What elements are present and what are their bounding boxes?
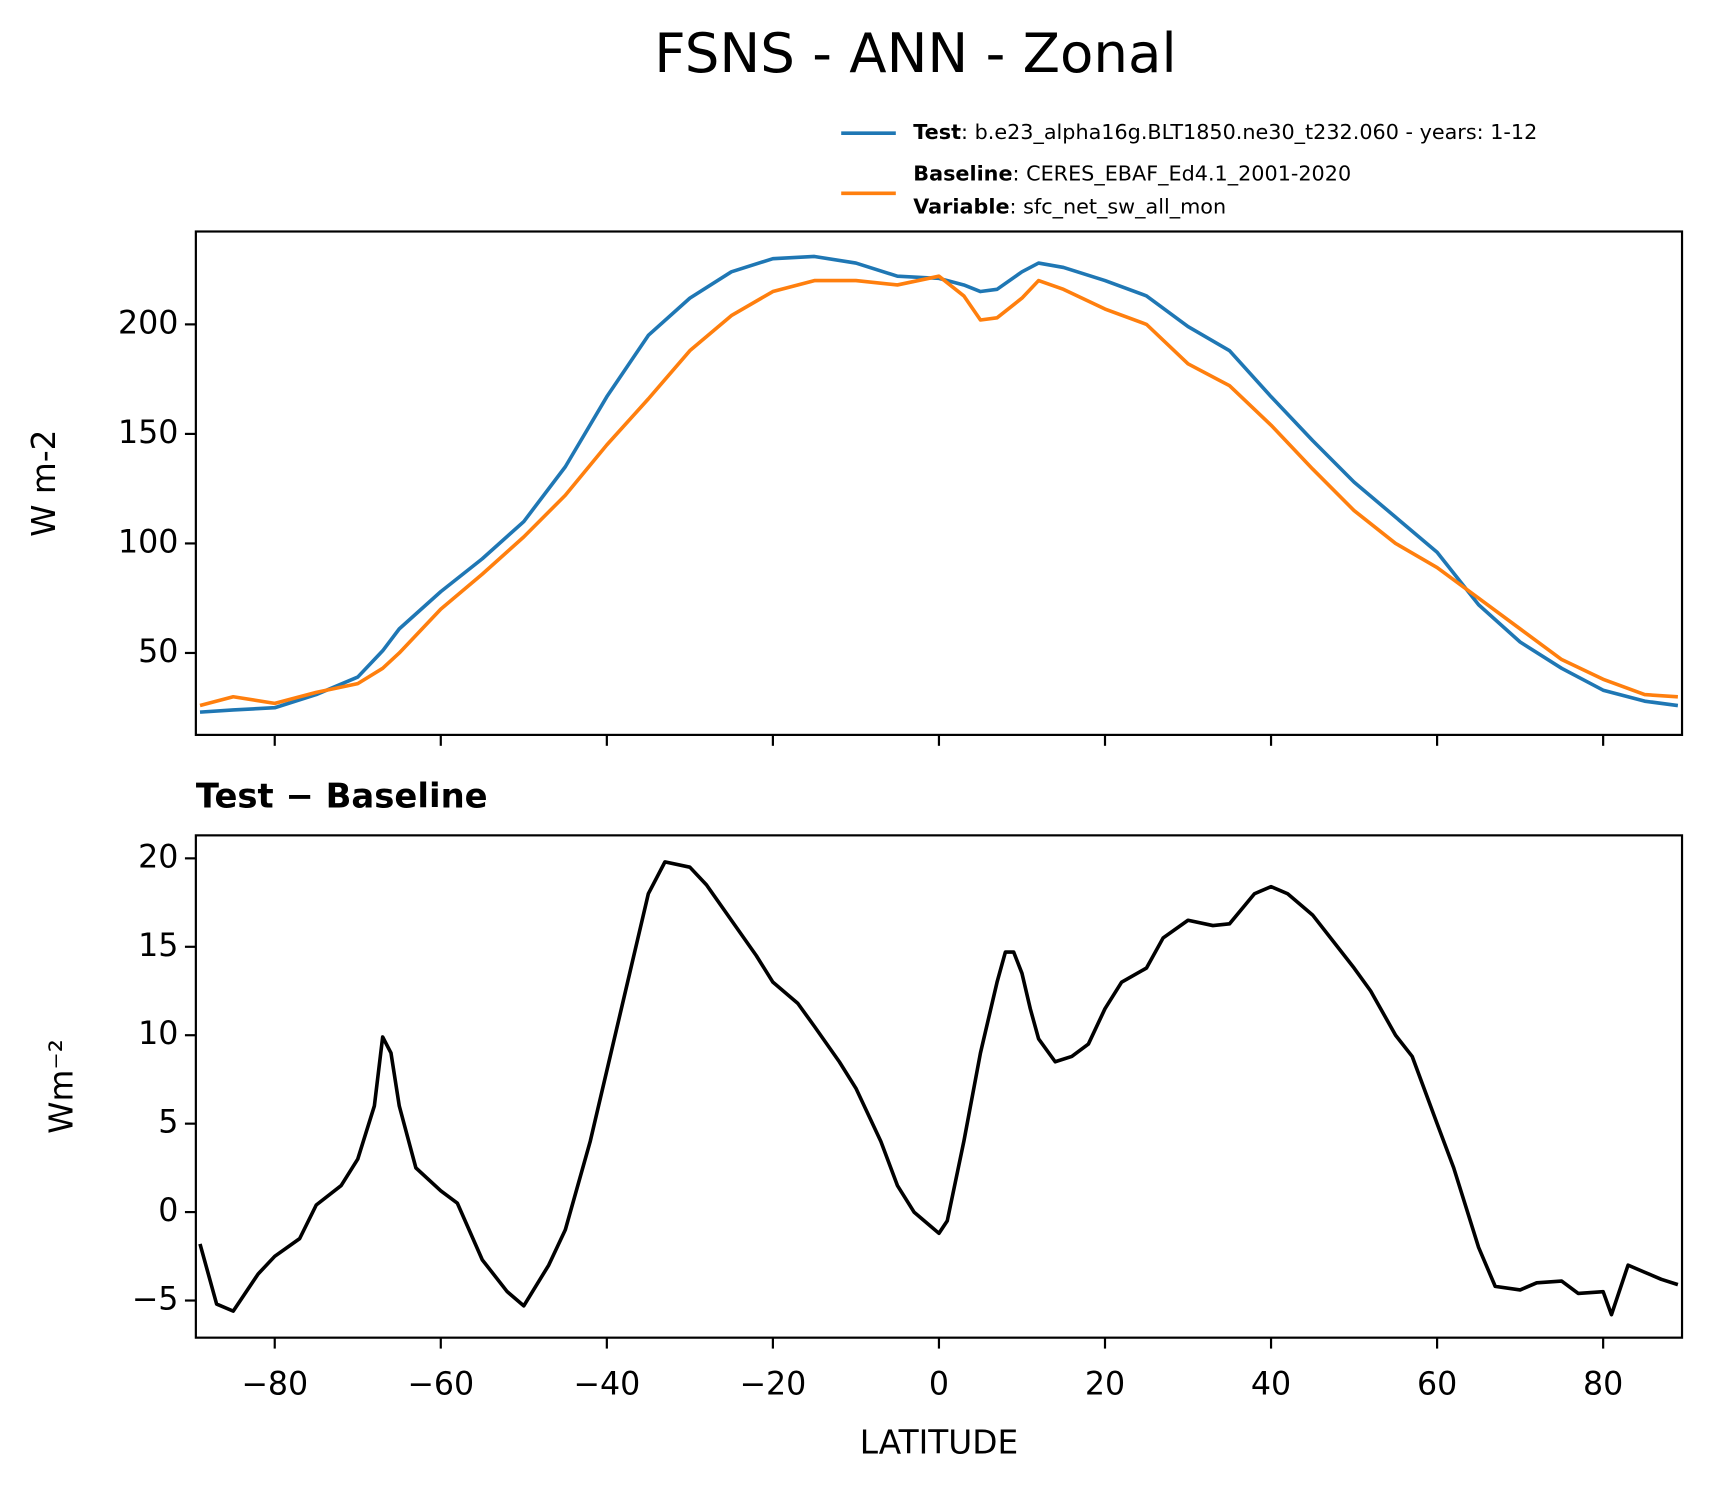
x-tick-label: −60	[407, 1367, 474, 1403]
data-line	[199, 274, 1678, 708]
legend-entry: Test: b.e23_alpha16g.BLT1850.ne30_t232.0…	[913, 120, 1537, 145]
x-tick-label: −80	[241, 1367, 308, 1403]
legend-name: Baseline	[913, 162, 1012, 186]
y-axis-label: Wm⁻²	[43, 1039, 81, 1134]
y-tick-label: −5	[132, 1282, 179, 1318]
legend-entry: Variable: sfc_net_sw_all_mon	[913, 194, 1226, 219]
x-tick-label: 20	[1085, 1367, 1125, 1403]
subplot-title: Test − Baseline	[196, 777, 488, 816]
data-line	[198, 860, 1679, 1317]
legend-label: : sfc_net_sw_all_mon	[1010, 194, 1227, 219]
y-tick-label: 150	[118, 415, 178, 451]
y-tick-label: 15	[138, 928, 178, 964]
legend-entry: Baseline: CERES_EBAF_Ed4.1_2001-2020	[913, 162, 1351, 187]
y-tick-label: 20	[138, 839, 178, 875]
y-tick-label: 10	[138, 1016, 178, 1052]
data-line	[199, 254, 1679, 714]
x-tick-label: 0	[929, 1367, 949, 1403]
x-tick-label: −40	[573, 1367, 640, 1403]
x-tick-label: 60	[1417, 1367, 1457, 1403]
legend-label: : CERES_EBAF_Ed4.1_2001-2020	[1013, 162, 1352, 187]
plot-area	[198, 860, 1679, 1317]
figure-title: FSNS - ANN - Zonal	[654, 21, 1176, 85]
x-tick-label: −20	[739, 1367, 806, 1403]
y-axis-label: W m-2	[25, 430, 63, 537]
y-tick-label: 100	[118, 524, 178, 560]
y-tick-label: 50	[138, 634, 178, 670]
legend-name: Test	[913, 120, 961, 144]
legend-name: Variable	[913, 194, 1009, 218]
x-axis-label: LATITUDE	[860, 1424, 1018, 1462]
x-tick-label: 80	[1583, 1367, 1623, 1403]
legend-label: : b.e23_alpha16g.BLT1850.ne30_t232.060 -…	[961, 120, 1537, 145]
y-tick-label: 5	[158, 1105, 178, 1141]
y-tick-label: 200	[118, 305, 178, 341]
plot-area	[199, 254, 1679, 714]
y-tick-label: 0	[158, 1193, 178, 1229]
x-tick-label: 40	[1251, 1367, 1291, 1403]
